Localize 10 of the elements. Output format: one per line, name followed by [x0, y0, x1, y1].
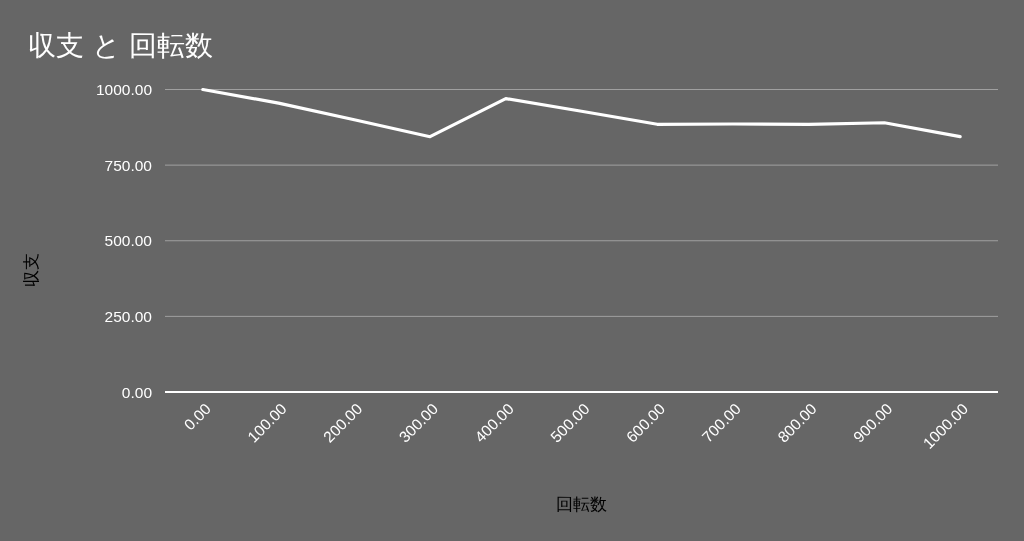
y-tick-label: 0.00 [121, 383, 153, 401]
y-tick-label: 250.00 [104, 307, 153, 325]
chart-title: 収支 と 回転数 [28, 30, 213, 61]
y-tick-label: 1000.00 [95, 81, 153, 98]
y-tick-label: 500.00 [104, 232, 153, 250]
line-series [201, 87, 962, 139]
x-tick-label: 0.00 [180, 399, 215, 434]
x-axis-title: 回転数 [556, 495, 607, 514]
y-axis-title: 収支 [22, 253, 41, 287]
y-tick-label: 750.00 [104, 156, 153, 174]
